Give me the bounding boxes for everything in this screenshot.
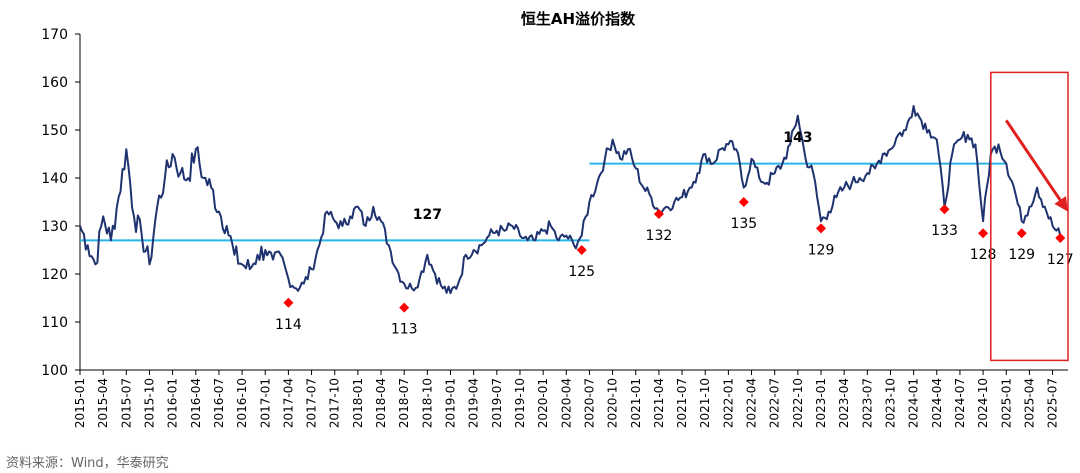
low-point-marker	[653, 209, 664, 219]
x-tick-label: 2024-07	[953, 378, 967, 428]
x-tick-label: 2015-04	[96, 378, 110, 428]
x-tick-label: 2021-01	[629, 378, 643, 428]
low-point-label: 125	[568, 264, 595, 280]
x-tick-label: 2025-01	[999, 378, 1013, 428]
low-point-marker	[283, 297, 294, 308]
x-tick-label: 2019-10	[513, 378, 527, 428]
low-point-label: 114	[275, 317, 302, 333]
low-point-marker	[939, 204, 950, 215]
x-tick-label: 2024-01	[907, 378, 921, 428]
low-point-label: 113	[391, 322, 418, 338]
x-tick-label: 2025-04	[1022, 378, 1036, 428]
x-tick-label: 2017-10	[328, 378, 342, 428]
x-tick-label: 2017-07	[305, 378, 319, 428]
y-tick-label: 110	[41, 315, 68, 331]
low-point-label: 129	[1008, 247, 1035, 263]
low-point-marker	[399, 302, 410, 313]
source-note: 资料来源：Wind，华泰研究	[6, 456, 169, 471]
x-tick-label: 2016-10	[235, 378, 249, 428]
x-tick-label: 2020-10	[606, 378, 620, 428]
x-tick-label: 2019-01	[444, 378, 458, 428]
x-tick-label: 2021-10	[698, 378, 712, 428]
x-tick-label: 2018-04	[374, 378, 388, 428]
low-point-marker	[1016, 228, 1027, 239]
x-tick-label: 2017-04	[281, 378, 295, 428]
x-tick-label: 2018-01	[351, 378, 365, 428]
x-tick-label: 2015-01	[73, 378, 87, 428]
x-tick-label: 2016-01	[166, 378, 180, 428]
x-tick-label: 2023-07	[860, 378, 874, 428]
x-tick-label: 2019-04	[467, 378, 481, 428]
x-tick-label: 2023-04	[837, 378, 851, 428]
y-tick-label: 150	[41, 123, 68, 139]
x-tick-label: 2017-01	[258, 378, 272, 428]
low-point-label: 128	[970, 247, 997, 263]
x-tick-label: 2020-01	[536, 378, 550, 428]
x-tick-label: 2016-07	[212, 378, 226, 428]
series-line	[79, 105, 1062, 295]
x-tick-label: 2021-07	[675, 378, 689, 428]
low-point-label: 129	[808, 242, 835, 258]
y-tick-label: 120	[41, 267, 68, 283]
low-point-label: 133	[931, 223, 958, 239]
x-tick-label: 2015-07	[119, 378, 133, 428]
low-point-marker	[738, 197, 749, 207]
x-tick-label: 2020-04	[559, 378, 573, 428]
low-point-marker	[816, 223, 826, 234]
low-point-marker	[978, 228, 989, 239]
x-tick-label: 2022-07	[768, 378, 782, 428]
y-tick-label: 160	[41, 75, 68, 91]
x-tick-label: 2019-07	[490, 378, 504, 428]
low-point-marker	[1055, 233, 1066, 243]
y-tick-label: 100	[41, 363, 68, 379]
x-tick-label: 2024-10	[976, 378, 990, 428]
x-tick-label: 2018-10	[420, 378, 434, 428]
low-point-label: 132	[646, 228, 673, 244]
x-tick-label: 2022-10	[791, 378, 805, 428]
low-point-label: 127	[1047, 252, 1074, 268]
x-tick-label: 2023-10	[883, 378, 897, 428]
x-tick-label: 2022-01	[721, 378, 735, 428]
x-tick-label: 2024-04	[930, 378, 944, 428]
average-label: 127	[413, 207, 442, 223]
x-tick-label: 2020-07	[582, 378, 596, 428]
x-tick-label: 2018-07	[397, 378, 411, 428]
trend-arrow-head	[1054, 196, 1068, 212]
low-point-marker	[576, 245, 587, 255]
y-tick-label: 170	[41, 27, 68, 43]
chart-title: 恒生AH溢价指数	[521, 10, 636, 28]
low-point-label: 135	[730, 216, 757, 232]
x-tick-label: 2022-04	[745, 378, 759, 428]
x-tick-label: 2016-04	[189, 378, 203, 428]
x-tick-label: 2025-07	[1046, 378, 1060, 428]
highlight-box	[990, 71, 1069, 362]
y-tick-label: 140	[41, 171, 68, 187]
average-label: 143	[783, 130, 812, 146]
x-tick-label: 2023-01	[814, 378, 828, 428]
x-tick-label: 2021-04	[652, 378, 666, 428]
x-tick-label: 2015-10	[142, 378, 156, 428]
y-tick-label: 130	[41, 219, 68, 235]
trend-arrow	[1005, 119, 1065, 206]
